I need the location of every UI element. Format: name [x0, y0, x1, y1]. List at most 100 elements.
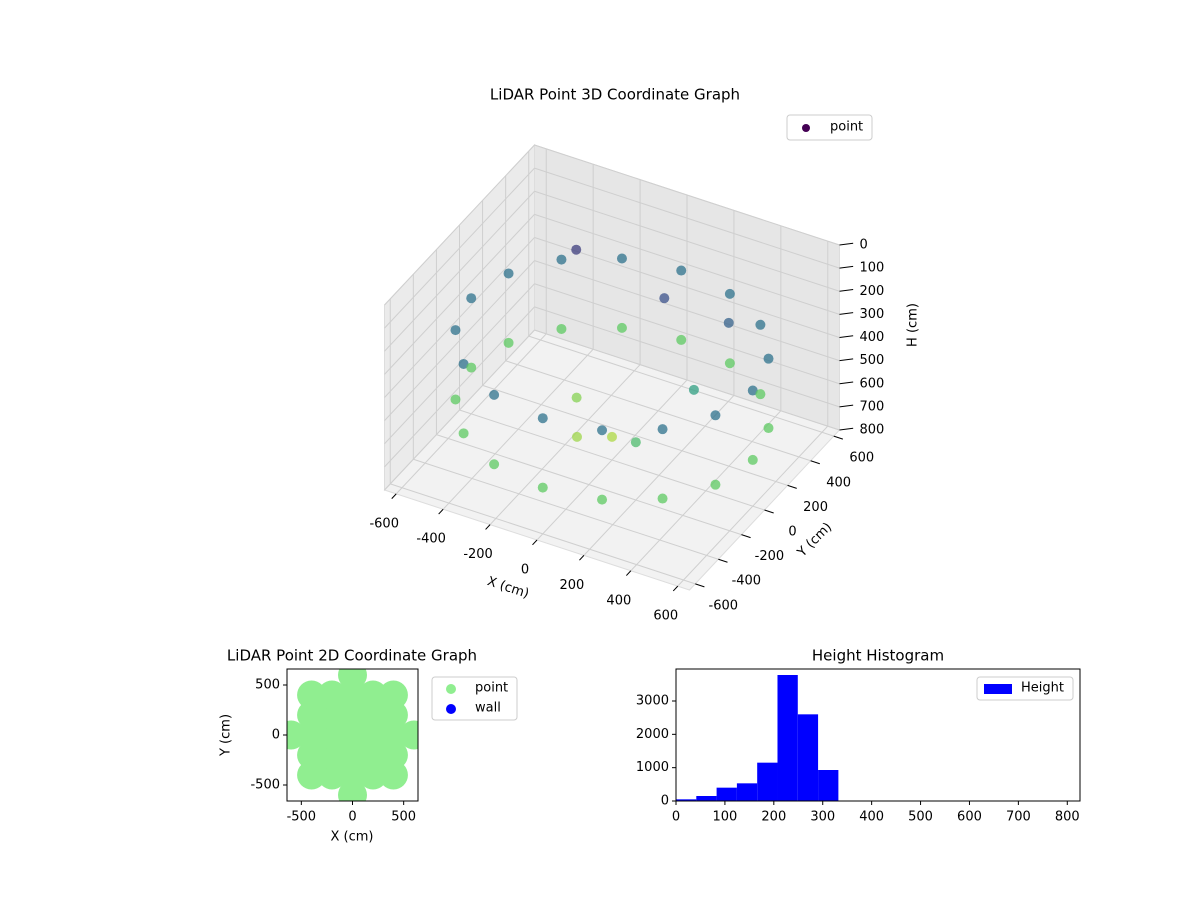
- x-tick-label: 0: [521, 563, 529, 578]
- point: [659, 293, 670, 304]
- point: [616, 322, 627, 333]
- legend-label: point: [830, 120, 863, 135]
- x-tick-label: 500: [391, 810, 416, 825]
- tick-mark: [839, 427, 854, 431]
- points: [287, 669, 418, 801]
- y-tick-label: -200: [755, 549, 785, 564]
- point: [338, 740, 367, 770]
- plot-histogram: Height Histogram 0 100 200 300 400 500 600 700 80…: [636, 647, 1081, 825]
- point: [763, 353, 774, 364]
- x-tick-label: 400: [606, 593, 631, 608]
- point: [556, 254, 567, 265]
- grid-line: [534, 306, 840, 408]
- point: [572, 431, 582, 442]
- grid-line: [384, 260, 535, 421]
- point: [358, 680, 388, 710]
- x-tick-label: 200: [761, 810, 786, 825]
- point: [317, 700, 347, 730]
- legend-marker: [984, 684, 1012, 694]
- tick-mark: [485, 524, 491, 530]
- grid-line: [534, 190, 840, 292]
- tick-mark: [438, 508, 444, 515]
- tick-mark: [391, 493, 397, 499]
- tick-mark: [839, 358, 854, 362]
- point: [710, 410, 721, 421]
- point: [676, 265, 687, 276]
- y-tick-label: -600: [709, 598, 739, 613]
- point: [297, 740, 327, 770]
- x-tick-label: 0: [348, 810, 356, 825]
- tick-mark: [695, 583, 705, 588]
- y-tick-label: 2000: [636, 727, 669, 742]
- y-tick-label: 1000: [636, 760, 669, 775]
- tick-mark: [532, 539, 538, 546]
- point: [503, 337, 514, 348]
- point: [763, 423, 774, 434]
- point: [378, 700, 408, 730]
- y-tick-label: 500: [255, 678, 280, 693]
- x-tick-label: 100: [712, 810, 737, 825]
- z-tick-label: 0: [860, 238, 868, 253]
- y-tick-label: -500: [250, 778, 280, 793]
- point: [466, 362, 477, 373]
- z-tick-label: 300: [860, 307, 885, 322]
- bar: [757, 762, 778, 801]
- x-tick-label: 700: [1006, 810, 1031, 825]
- point: [317, 760, 347, 790]
- x-tick-label: 500: [908, 810, 933, 825]
- point: [489, 459, 500, 470]
- point: [338, 720, 367, 750]
- point: [358, 760, 388, 790]
- grid-line: [384, 144, 535, 306]
- y-tick-label: 600: [849, 451, 874, 466]
- bar: [676, 799, 697, 801]
- y-axis-label: Y (cm): [219, 714, 234, 757]
- y-tick-label: 400: [826, 475, 851, 490]
- point: [358, 720, 388, 750]
- bar: [716, 787, 737, 801]
- x-tick-label: -600: [369, 516, 399, 531]
- tick-mark: [741, 534, 751, 539]
- bar: [696, 796, 717, 801]
- z-tick-label: 800: [860, 423, 885, 438]
- point: [317, 680, 347, 710]
- grid-line: [534, 329, 840, 431]
- grid-line: [534, 260, 840, 362]
- point: [297, 760, 327, 790]
- point: [358, 700, 388, 730]
- grid-line: [534, 283, 840, 385]
- grid-line: [384, 306, 535, 468]
- x-tick-label: 300: [810, 810, 835, 825]
- y-tick-label: 3000: [636, 694, 669, 709]
- legend-marker: [802, 124, 810, 132]
- x-tick-label: 0: [672, 810, 680, 825]
- point: [378, 740, 408, 770]
- point: [338, 700, 367, 730]
- point: [458, 428, 469, 439]
- y-tick-label: 0: [272, 728, 280, 743]
- plot-2d: LiDAR Point 2D Coordinate Graph -500 0 500 -…: [219, 647, 518, 845]
- point: [616, 253, 627, 264]
- grid-line: [436, 434, 742, 536]
- x-tick-label: 800: [1055, 810, 1080, 825]
- grid-line: [459, 409, 765, 511]
- point: [399, 720, 418, 750]
- point: [724, 288, 735, 299]
- x-tick-label: -400: [416, 532, 446, 547]
- legend-box: [786, 114, 873, 141]
- point: [688, 384, 699, 395]
- point: [723, 317, 734, 328]
- bar: [797, 714, 819, 801]
- grid-line: [505, 360, 811, 462]
- grid-line: [384, 214, 535, 375]
- point: [537, 413, 548, 424]
- point: [489, 389, 500, 400]
- point: [556, 323, 567, 334]
- point: [537, 482, 548, 493]
- point: [297, 720, 327, 750]
- point: [378, 680, 408, 710]
- z-tick-label: 400: [860, 330, 885, 345]
- grid-line: [384, 329, 535, 491]
- tick-mark: [579, 555, 585, 561]
- tick-mark: [672, 585, 679, 592]
